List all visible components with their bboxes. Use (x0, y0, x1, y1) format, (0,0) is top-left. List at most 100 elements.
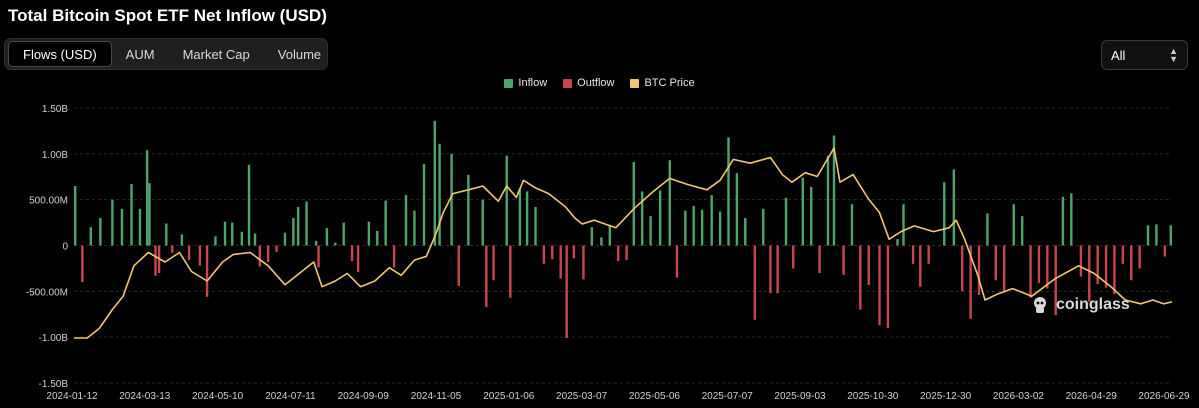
outflow-bar (878, 245, 881, 326)
inflow-bar (367, 221, 371, 246)
outflow-bar (1163, 245, 1167, 257)
time-range-value: All (1111, 47, 1126, 63)
legend-label-btc-price: BTC Price (644, 77, 695, 89)
outflow-bar (1121, 245, 1125, 264)
inflow-bar (784, 197, 788, 246)
inflow-bar (809, 186, 813, 246)
inflow-bar (481, 199, 484, 246)
inflow-bar (658, 190, 662, 246)
time-range-select[interactable]: All ▲ ▼ (1101, 40, 1188, 70)
outflow-bar (769, 245, 772, 294)
metric-tabs: Flows (USD) AUM Market Cap Volume (4, 38, 328, 70)
y-tick-label: 0 (62, 242, 68, 253)
outflow-bar (205, 245, 209, 297)
inflow-bar (826, 155, 830, 246)
legend-item-inflow[interactable]: Inflow (504, 77, 547, 89)
inflow-bar (305, 201, 308, 246)
outflow-bar (911, 245, 915, 264)
outflow-bar (776, 245, 779, 294)
outflow-bar (582, 245, 585, 280)
outflow-bar (1096, 245, 1099, 284)
inflow-bar (505, 155, 508, 246)
inflow-bar (649, 216, 652, 246)
inflow-bar (438, 143, 441, 246)
outflow-bar (792, 245, 795, 269)
outflow-bar (1130, 245, 1133, 281)
outflow-bar (551, 245, 554, 260)
y-tick-label: -1.50B (39, 379, 69, 390)
outflow-bar (919, 245, 922, 287)
inflow-bar (1061, 196, 1065, 246)
inflow-bar (762, 208, 765, 246)
inflow-bar (433, 120, 437, 246)
inflow-bar (89, 227, 92, 246)
outflow-bar (867, 245, 870, 285)
inflow-bar (180, 234, 184, 246)
outflow-bar (1037, 245, 1041, 284)
outflow-bar (198, 245, 202, 266)
tab-volume[interactable]: Volume (277, 46, 322, 62)
x-tick-label: 2025-05-06 (629, 391, 681, 402)
outflow-bar (485, 245, 488, 307)
coinglass-logo-icon (1034, 297, 1046, 313)
legend-item-btc-price[interactable]: BTC Price (630, 77, 695, 89)
outflow-bar (927, 245, 930, 264)
tab-market-cap[interactable]: Market Cap (182, 46, 250, 62)
inflow-bar (314, 240, 318, 246)
inflow-bar (247, 164, 251, 246)
inflow-bar (1146, 225, 1150, 246)
outflow-bar (171, 245, 174, 253)
tab-flows-usd[interactable]: Flows (USD) (8, 41, 112, 67)
outflow-bar (1079, 245, 1083, 277)
inflow-bar (850, 204, 854, 246)
inflow-bar (534, 207, 537, 246)
outflow-bar (1138, 245, 1141, 269)
inflow-bar (231, 222, 234, 246)
outflow-bar (994, 245, 997, 281)
tab-aum[interactable]: AUM (125, 46, 155, 62)
inflow-bar (590, 227, 594, 246)
outflow-bar (842, 245, 845, 275)
inflow-bar (1169, 225, 1173, 246)
outflow-bar (1088, 245, 1091, 302)
inflow-bar (223, 221, 227, 246)
x-tick-label: 2024-07-11 (265, 391, 316, 402)
legend-swatch-outflow (563, 78, 573, 88)
inflow-bar (325, 228, 329, 246)
inflow-bar (1155, 224, 1158, 246)
outflow-bar (559, 245, 562, 279)
chart-legend: Inflow Outflow BTC Price (0, 77, 1199, 89)
y-tick-label: 1.00B (42, 150, 68, 161)
outflow-bar (81, 245, 84, 283)
x-tick-label: 2026-03-02 (993, 391, 1045, 402)
outflow-bar (317, 245, 320, 268)
y-tick-label: 1.50B (42, 104, 68, 115)
outflow-bar (154, 245, 157, 276)
legend-label-outflow: Outflow (577, 77, 615, 89)
inflow-bar (832, 135, 836, 246)
outflow-bar (1104, 245, 1108, 288)
outflow-bar (977, 245, 981, 295)
inflow-bar (165, 223, 168, 246)
inflow-bar (422, 163, 426, 246)
inflow-bar (240, 231, 244, 246)
inflow-bar (334, 242, 337, 246)
outflow-bar (266, 245, 270, 262)
outflow-bar (509, 245, 512, 298)
inflow-bar (120, 208, 124, 246)
inflow-bar (384, 200, 387, 246)
x-tick-label: 2024-09-09 (338, 391, 390, 402)
outflow-bar (572, 245, 576, 259)
y-tick-label: -500.00M (26, 287, 68, 298)
legend-item-outflow[interactable]: Outflow (563, 77, 614, 89)
inflow-bar (292, 218, 295, 246)
inflow-bar (952, 169, 956, 246)
outflow-bar (753, 245, 757, 320)
inflow-bar (718, 211, 722, 246)
x-tick-label: 2025-09-03 (774, 391, 826, 402)
inflow-bar (744, 218, 747, 246)
outflow-bar (1002, 245, 1006, 293)
inflow-bar (296, 207, 300, 246)
inflow-bar (467, 174, 470, 246)
